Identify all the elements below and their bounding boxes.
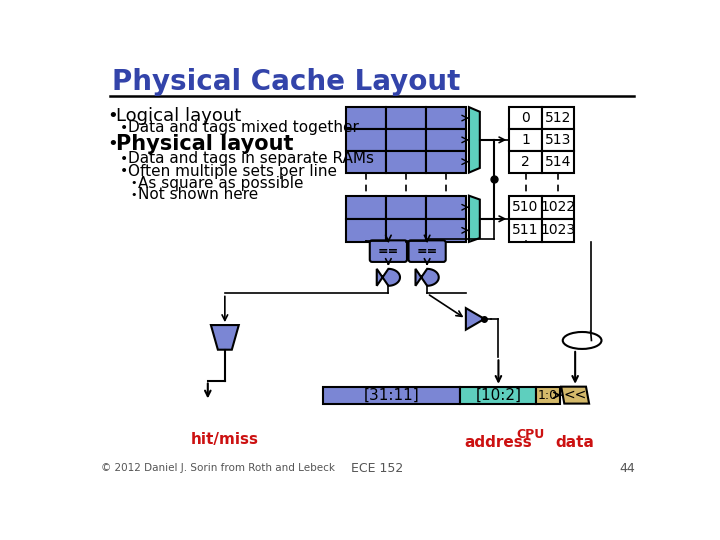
Text: address: address <box>464 435 532 450</box>
Text: © 2012 Daniel J. Sorin from Roth and Lebeck: © 2012 Daniel J. Sorin from Roth and Leb… <box>101 463 335 473</box>
Text: Logical layout: Logical layout <box>117 106 242 125</box>
Polygon shape <box>469 195 480 242</box>
Bar <box>426 219 466 242</box>
Polygon shape <box>415 269 438 286</box>
Ellipse shape <box>563 332 601 349</box>
Text: [31:11]: [31:11] <box>364 388 419 403</box>
Bar <box>386 219 426 242</box>
Bar <box>386 151 426 173</box>
Text: •: • <box>120 152 127 166</box>
Text: Data and tags mixed together: Data and tags mixed together <box>128 120 359 136</box>
Text: 1: 1 <box>521 133 530 147</box>
Bar <box>426 107 466 129</box>
Text: 44: 44 <box>619 462 635 475</box>
Text: 511: 511 <box>513 224 539 238</box>
Bar <box>509 195 542 219</box>
Bar <box>386 195 426 219</box>
Text: Physical Cache Layout: Physical Cache Layout <box>112 68 460 96</box>
Bar <box>426 195 466 219</box>
Bar <box>323 387 461 403</box>
Text: 514: 514 <box>545 154 571 168</box>
Text: 1023: 1023 <box>541 224 576 238</box>
Text: 1022: 1022 <box>541 200 576 214</box>
Text: •: • <box>120 121 127 135</box>
Bar <box>426 151 466 173</box>
Bar <box>426 129 466 151</box>
Text: 1:0: 1:0 <box>538 389 558 402</box>
Bar <box>542 219 575 242</box>
Bar <box>346 129 386 151</box>
Bar <box>509 219 542 242</box>
Text: hit/miss: hit/miss <box>191 431 259 447</box>
Bar <box>509 107 542 129</box>
Text: ==: == <box>416 245 438 258</box>
Text: Not shown here: Not shown here <box>138 187 258 202</box>
Polygon shape <box>211 325 239 350</box>
Bar <box>346 107 386 129</box>
Bar <box>536 387 559 403</box>
Bar <box>346 151 386 173</box>
Text: Data and tags in separate RAMs: Data and tags in separate RAMs <box>128 151 374 166</box>
Text: 0: 0 <box>521 111 530 125</box>
Text: •: • <box>130 178 137 188</box>
Text: Physical layout: Physical layout <box>117 134 294 154</box>
Bar <box>461 387 536 403</box>
Text: 512: 512 <box>545 111 571 125</box>
Bar <box>346 219 386 242</box>
Text: As square as possible: As square as possible <box>138 176 304 191</box>
Bar <box>509 151 542 173</box>
Text: •: • <box>107 135 118 153</box>
Bar <box>542 129 575 151</box>
Text: ECE 152: ECE 152 <box>351 462 403 475</box>
Text: <<: << <box>564 388 587 402</box>
Bar <box>386 107 426 129</box>
Text: 513: 513 <box>545 133 571 147</box>
Text: •: • <box>107 106 118 125</box>
Text: 2: 2 <box>521 154 530 168</box>
Text: •: • <box>130 190 137 200</box>
Bar <box>346 195 386 219</box>
FancyBboxPatch shape <box>370 240 407 262</box>
Bar <box>386 129 426 151</box>
Text: CPU: CPU <box>517 428 545 441</box>
Text: Often multiple sets per line: Often multiple sets per line <box>128 164 337 179</box>
Polygon shape <box>469 107 480 173</box>
Text: ==: == <box>378 245 399 258</box>
Text: 510: 510 <box>513 200 539 214</box>
FancyBboxPatch shape <box>408 240 446 262</box>
Bar <box>542 195 575 219</box>
Polygon shape <box>466 308 485 330</box>
Bar <box>542 107 575 129</box>
Polygon shape <box>377 269 400 286</box>
Text: [10:2]: [10:2] <box>475 388 521 403</box>
Polygon shape <box>561 387 589 403</box>
Text: data: data <box>556 435 595 450</box>
Text: •: • <box>120 164 127 178</box>
Bar <box>542 151 575 173</box>
Bar <box>509 129 542 151</box>
